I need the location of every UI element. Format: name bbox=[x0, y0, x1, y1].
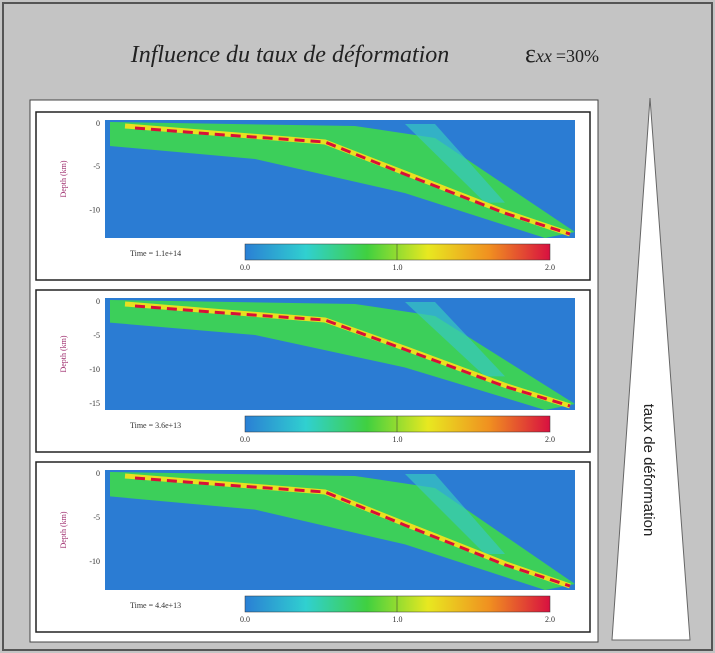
colorbar-tick: 2.0 bbox=[545, 435, 555, 444]
shear-zone-cyan bbox=[405, 474, 505, 554]
time-label: Time = 3.6e+13 bbox=[130, 421, 181, 430]
y-tick-label: -5 bbox=[93, 513, 100, 522]
title: Influence du taux de déformation bbox=[130, 42, 450, 68]
shear-zone bbox=[110, 300, 575, 410]
shear-zone bbox=[110, 122, 575, 238]
colorbar-tick: 1.0 bbox=[393, 263, 403, 272]
colorbar bbox=[244, 595, 551, 613]
shear-zone bbox=[110, 472, 575, 590]
y-tick-label: 0 bbox=[96, 119, 100, 128]
time-label: Time = 4.4e+13 bbox=[130, 601, 181, 610]
y-tick-label: -10 bbox=[89, 205, 100, 214]
strain-label: εxx =30% bbox=[525, 39, 599, 68]
y-tick-label: -10 bbox=[89, 557, 100, 566]
y-tick-label: 0 bbox=[96, 469, 100, 478]
colorbar-tick: 0.0 bbox=[240, 435, 250, 444]
axis-label: Depth (km) bbox=[59, 335, 68, 372]
axis-label: Depth (km) bbox=[59, 160, 68, 197]
colorbar bbox=[244, 243, 551, 261]
colorbar-tick: 0.0 bbox=[240, 615, 250, 624]
shear-zone-cyan bbox=[405, 302, 505, 377]
y-tick-label: -5 bbox=[93, 331, 100, 340]
axis-label: Depth (km) bbox=[59, 511, 68, 548]
y-tick-label: 0 bbox=[96, 297, 100, 306]
colorbar-tick: 0.0 bbox=[240, 263, 250, 272]
high-strain-red bbox=[134, 304, 571, 408]
shear-zone-cyan bbox=[405, 124, 505, 203]
y-tick-label: -10 bbox=[89, 365, 100, 374]
y-tick-label: -5 bbox=[93, 162, 100, 171]
colorbar-tick: 1.0 bbox=[393, 615, 403, 624]
colorbar-tick: 2.0 bbox=[545, 263, 555, 272]
high-strain-red bbox=[134, 126, 571, 236]
high-strain-red bbox=[134, 476, 571, 588]
time-label: Time = 1.1e+14 bbox=[130, 249, 181, 258]
colorbar-tick: 2.0 bbox=[545, 615, 555, 624]
y-tick-label: -15 bbox=[89, 399, 100, 408]
rate-triangle bbox=[611, 97, 691, 641]
side-label: taux de déformation bbox=[640, 404, 657, 537]
colorbar-tick: 1.0 bbox=[393, 435, 403, 444]
colorbar bbox=[244, 415, 551, 433]
